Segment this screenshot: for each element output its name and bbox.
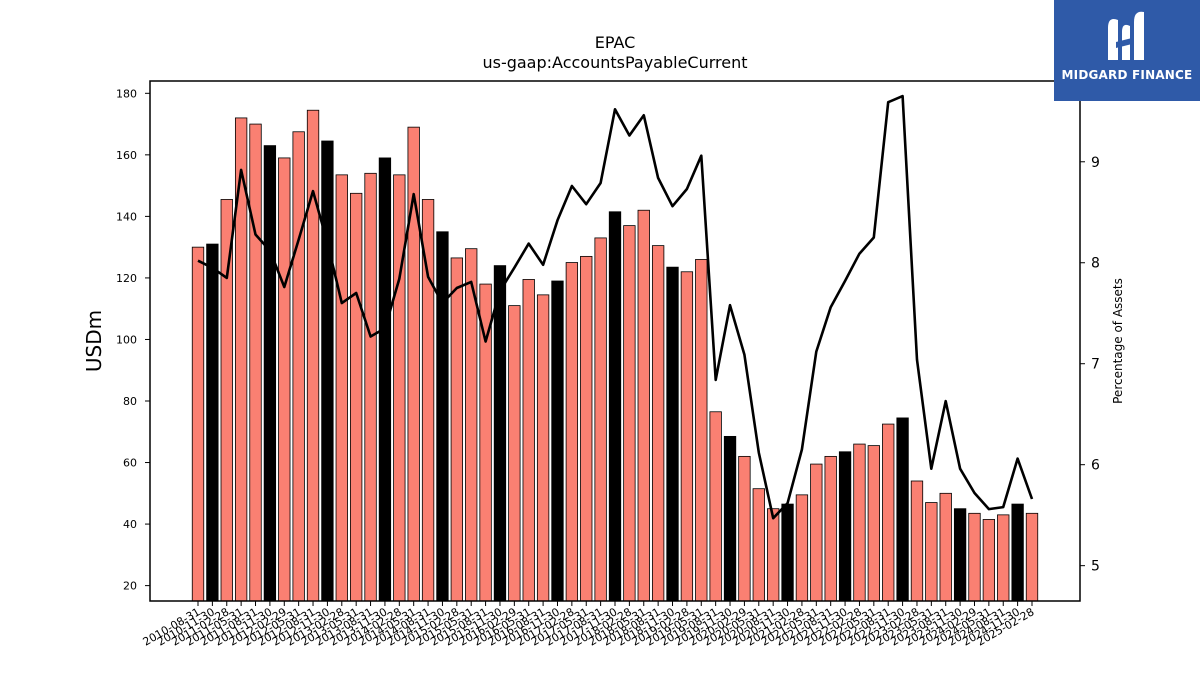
y-tick-label: 180 — [116, 87, 137, 100]
bar-2021-02-28 — [795, 494, 809, 602]
bar-2020-08-31 — [767, 508, 780, 602]
y-tick-label: 80 — [123, 395, 137, 408]
bar-2023-05-31 — [925, 502, 938, 602]
bar-2016-05-31 — [522, 279, 535, 602]
bars-group — [191, 109, 1039, 602]
bar-2010-11-30 — [206, 243, 219, 602]
bar-2021-08-31 — [824, 455, 837, 602]
pct-assets-line — [197, 94, 1034, 520]
bar-2012-05-31 — [292, 131, 305, 602]
bar-2016-02-29 — [508, 305, 521, 602]
bar-2021-11-30 — [838, 451, 852, 602]
bar-2013-05-31 — [350, 192, 363, 602]
x-axis: 2010-08-312010-11-302011-02-282011-05-31… — [141, 601, 1037, 649]
bar-2013-02-28 — [335, 174, 348, 602]
bar-2018-11-30 — [666, 266, 679, 602]
chart-title: EPAC — [595, 33, 636, 52]
bar-2011-02-28 — [220, 199, 233, 602]
y-tick-label: 60 — [123, 457, 137, 470]
bar-2023-08-31 — [939, 492, 952, 602]
brand-name: MIDGARD FINANCE — [1061, 68, 1193, 82]
bar-2011-11-30 — [263, 145, 277, 602]
bar-2020-11-30 — [781, 503, 794, 602]
bar-2018-02-28 — [623, 225, 636, 602]
brand-mark-icon — [1108, 11, 1144, 60]
bar-2016-08-31 — [536, 294, 550, 602]
chart-subtitle: us-gaap:AccountsPayableCurrent — [482, 53, 747, 72]
bar-2025-02-28 — [1025, 512, 1039, 602]
bar-2011-08-31 — [249, 123, 262, 602]
line-group — [197, 94, 1034, 520]
bar-2010-08-31 — [191, 246, 205, 602]
y-tick-label: 120 — [116, 272, 137, 285]
bar-2024-08-31 — [997, 514, 1010, 602]
y-tick-label: 20 — [123, 580, 137, 593]
bar-2017-11-30 — [608, 211, 622, 602]
right-axis: 5 6 7 8 9 — [1080, 155, 1100, 575]
y-tick-label: 140 — [116, 210, 137, 223]
bar-2020-02-29 — [738, 455, 751, 602]
bar-2019-08-31 — [709, 411, 722, 602]
bar-2014-11-30 — [436, 231, 449, 602]
bar-2014-02-28 — [393, 174, 406, 602]
y-tick-label: 40 — [123, 518, 137, 531]
bar-2012-11-30 — [321, 140, 334, 602]
bar-2022-08-31 — [882, 423, 895, 602]
bar-2013-08-31 — [364, 172, 377, 602]
bar-2015-11-30 — [493, 265, 507, 602]
bar-2012-08-31 — [306, 109, 320, 602]
bar-2016-11-30 — [551, 280, 564, 602]
y2-tick-label: 5 — [1091, 559, 1100, 575]
bar-2023-02-28 — [910, 480, 924, 602]
bar-2017-05-31 — [580, 255, 593, 602]
bar-2024-02-29 — [968, 512, 981, 602]
y-tick-label: 100 — [116, 333, 137, 346]
bar-2015-02-28 — [450, 257, 463, 602]
brand-logo: MIDGARD FINANCE — [1054, 0, 1200, 101]
y2-tick-label: 9 — [1091, 155, 1100, 171]
bar-2024-05-31 — [982, 519, 996, 602]
y-tick-label: 160 — [116, 149, 137, 162]
bar-2024-11-30 — [1011, 503, 1024, 602]
bar-2018-05-31 — [637, 209, 650, 602]
bar-2019-11-30 — [723, 435, 737, 602]
bar-2017-02-28 — [565, 262, 579, 602]
bar-2019-05-31 — [695, 259, 708, 602]
bar-2017-08-31 — [594, 237, 607, 602]
bar-2022-05-31 — [867, 445, 880, 602]
bar-2021-05-31 — [810, 463, 823, 602]
bar-2022-11-30 — [896, 417, 909, 602]
bar-2023-11-30 — [953, 508, 967, 602]
bar-2022-02-28 — [853, 443, 866, 602]
y2-tick-label: 6 — [1091, 458, 1100, 474]
y-axis-label: USDm — [82, 310, 106, 372]
bar-2012-02-29 — [278, 157, 291, 602]
bar-2019-02-28 — [680, 271, 694, 602]
left-axis: 20 40 60 80 100 120 140 160 180 — [116, 87, 150, 593]
bar-2018-08-31 — [651, 245, 665, 602]
bar-2020-05-31 — [752, 488, 765, 602]
y2-tick-label: 8 — [1091, 256, 1100, 272]
y2-axis-label: Percentage of Assets — [1111, 278, 1125, 404]
bar-2013-11-30 — [378, 157, 392, 602]
y2-tick-label: 7 — [1091, 357, 1100, 373]
